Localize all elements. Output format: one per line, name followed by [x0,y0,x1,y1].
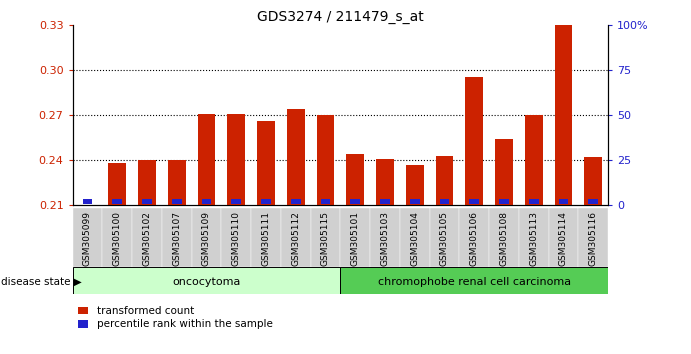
Bar [376,159,394,205]
Bar [310,209,340,267]
Bar [321,199,330,204]
Bar [430,209,460,267]
Text: GSM305116: GSM305116 [589,211,598,266]
Text: GSM305107: GSM305107 [172,211,181,266]
Bar [489,209,519,267]
Bar [439,199,449,204]
Text: GSM305102: GSM305102 [142,211,151,266]
Text: GSM305104: GSM305104 [410,211,419,266]
Bar [549,209,578,267]
Bar [287,109,305,205]
Bar [350,199,360,204]
Bar [168,160,186,205]
Bar [291,199,301,204]
Text: GSM305114: GSM305114 [559,211,568,266]
Bar [435,156,453,205]
Bar [585,157,602,205]
Text: chromophobe renal cell carcinoma: chromophobe renal cell carcinoma [378,277,571,287]
Bar [519,209,549,267]
Bar [73,209,102,267]
Bar [558,199,569,204]
Bar [172,199,182,204]
Text: GSM305110: GSM305110 [231,211,240,266]
Bar [406,165,424,205]
Bar [380,199,390,204]
Text: GSM305109: GSM305109 [202,211,211,266]
Text: GSM305108: GSM305108 [500,211,509,266]
Bar [370,209,400,267]
Text: GSM305103: GSM305103 [381,211,390,266]
Bar [102,209,132,267]
Bar [460,209,489,267]
Bar [191,209,221,267]
Bar [340,267,608,294]
Bar [108,163,126,205]
Bar [554,25,572,205]
Bar [227,114,245,205]
Text: GSM305112: GSM305112 [291,211,300,266]
Bar [578,209,608,267]
Bar [340,209,370,267]
Text: GSM305100: GSM305100 [113,211,122,266]
Text: disease state ▶: disease state ▶ [1,276,82,286]
Text: GSM305099: GSM305099 [83,211,92,266]
Bar [469,199,479,204]
Bar [524,115,542,205]
Text: GSM305113: GSM305113 [529,211,538,266]
Bar [112,199,122,204]
Bar [202,199,211,204]
Title: GDS3274 / 211479_s_at: GDS3274 / 211479_s_at [257,10,424,24]
Legend: transformed count, percentile rank within the sample: transformed count, percentile rank withi… [78,306,272,329]
Bar [261,199,271,204]
Bar [162,209,191,267]
Bar [346,154,364,205]
Bar [316,115,334,205]
Text: GSM305115: GSM305115 [321,211,330,266]
Text: GSM305105: GSM305105 [440,211,449,266]
Bar [251,209,281,267]
Bar [198,114,216,205]
Text: GSM305111: GSM305111 [261,211,270,266]
Bar [73,267,341,294]
Bar [495,139,513,205]
Bar [138,160,156,205]
Text: GSM305106: GSM305106 [470,211,479,266]
Text: GSM305101: GSM305101 [351,211,360,266]
Bar [142,199,152,204]
Bar [82,199,93,204]
Text: oncocytoma: oncocytoma [172,277,240,287]
Bar [132,209,162,267]
Bar [588,199,598,204]
Bar [465,78,483,205]
Bar [400,209,430,267]
Bar [499,199,509,204]
Bar [257,121,275,205]
Bar [231,199,241,204]
Bar [281,209,310,267]
Bar [221,209,251,267]
Bar [410,199,419,204]
Bar [529,199,538,204]
